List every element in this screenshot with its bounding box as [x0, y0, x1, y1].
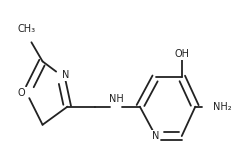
- Text: O: O: [18, 88, 26, 98]
- Text: NH₂: NH₂: [213, 102, 232, 112]
- Text: OH: OH: [174, 49, 189, 59]
- Text: CH₃: CH₃: [18, 24, 36, 34]
- Text: NH: NH: [109, 94, 124, 104]
- Text: N: N: [62, 70, 70, 80]
- Text: N: N: [152, 131, 159, 141]
